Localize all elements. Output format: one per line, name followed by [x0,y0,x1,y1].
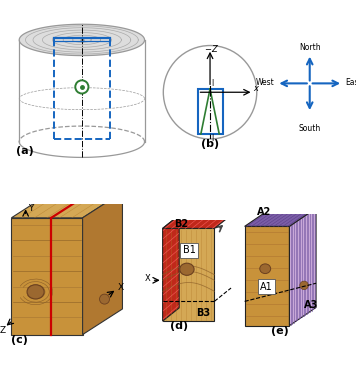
Text: North: North [299,43,320,52]
Polygon shape [163,229,214,321]
Circle shape [300,281,308,290]
Text: West: West [256,78,274,87]
Text: (e): (e) [271,326,289,336]
Polygon shape [83,192,122,335]
Text: (d): (d) [170,321,188,331]
Text: B1: B1 [183,246,195,255]
Polygon shape [289,208,316,326]
Text: $-Z$: $-Z$ [204,43,219,54]
Ellipse shape [260,264,271,274]
Polygon shape [245,208,316,226]
Text: A3: A3 [304,300,318,310]
Text: A1: A1 [260,282,273,292]
Polygon shape [11,218,83,335]
Text: X: X [145,274,151,283]
Polygon shape [245,226,289,326]
Text: I: I [211,80,214,88]
Text: B2: B2 [174,219,188,229]
Text: x: x [253,84,258,92]
Text: Z: Z [0,326,6,335]
Polygon shape [163,215,231,229]
Text: B3: B3 [197,309,210,318]
Text: I: I [211,134,214,143]
Polygon shape [19,24,145,56]
Ellipse shape [27,285,44,299]
Text: X: X [118,283,124,293]
Text: A2: A2 [257,207,271,218]
Text: (c): (c) [11,335,28,345]
Circle shape [75,80,88,94]
Circle shape [100,294,110,304]
Polygon shape [11,192,122,218]
Text: Y: Y [28,204,34,213]
Text: East: East [345,78,356,87]
Ellipse shape [180,263,194,275]
Polygon shape [163,215,179,321]
Text: (a): (a) [16,146,34,156]
Text: South: South [299,124,321,133]
Text: (b): (b) [201,139,219,149]
